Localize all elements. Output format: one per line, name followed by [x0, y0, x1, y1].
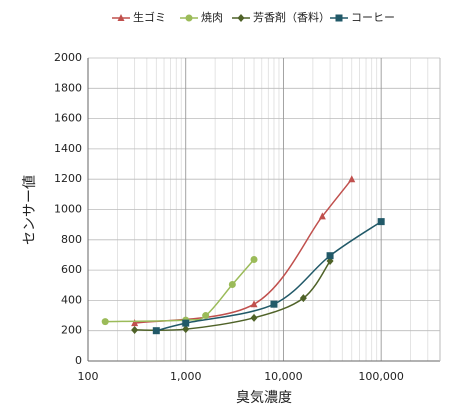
- data-point: [152, 327, 160, 335]
- y-tick-label: 1800: [54, 81, 82, 94]
- y-axis-title: センサー値: [22, 175, 38, 245]
- data-point: [182, 325, 190, 334]
- data-point: [101, 318, 109, 326]
- data-point: [299, 294, 307, 303]
- y-tick-label: 1000: [54, 203, 82, 216]
- legend-label: コーヒー: [351, 11, 395, 24]
- y-tick-label: 600: [61, 263, 82, 276]
- legend-label: 焼肉: [201, 11, 223, 24]
- data-point: [228, 280, 236, 288]
- legend-label: 芳香剤（香料）: [253, 10, 330, 24]
- data-point: [250, 255, 258, 263]
- y-tick-label: 1200: [54, 172, 82, 185]
- legend-marker: [237, 14, 245, 22]
- y-tick-label: 1600: [54, 112, 82, 125]
- legend-marker: [335, 14, 343, 22]
- x-tick-label: 1,000: [170, 370, 202, 383]
- data-point: [202, 312, 210, 320]
- y-tick-label: 2000: [54, 51, 82, 64]
- y-tick-label: 0: [75, 354, 82, 367]
- data-point: [250, 300, 258, 308]
- x-tick-label: 100: [78, 370, 99, 383]
- data-point: [326, 252, 334, 260]
- y-tick-label: 200: [61, 324, 82, 337]
- data-point: [250, 313, 258, 322]
- x-axis-title: 臭気濃度: [236, 390, 292, 406]
- data-point: [182, 319, 190, 327]
- data-point: [318, 212, 326, 220]
- data-point: [131, 319, 139, 327]
- y-tick-label: 800: [61, 233, 82, 246]
- x-tick-label: 10,000: [264, 370, 303, 383]
- data-point: [270, 300, 278, 308]
- data-point: [377, 218, 385, 226]
- legend-marker: [185, 14, 193, 22]
- legend-label: 生ゴミ: [133, 10, 166, 24]
- y-tick-label: 1400: [54, 142, 82, 155]
- legend-marker: [117, 14, 125, 21]
- series-line: [134, 178, 353, 324]
- data-point: [348, 175, 356, 183]
- x-tick-label: 100,000: [358, 370, 404, 383]
- data-point: [131, 325, 139, 334]
- y-tick-label: 400: [61, 293, 82, 306]
